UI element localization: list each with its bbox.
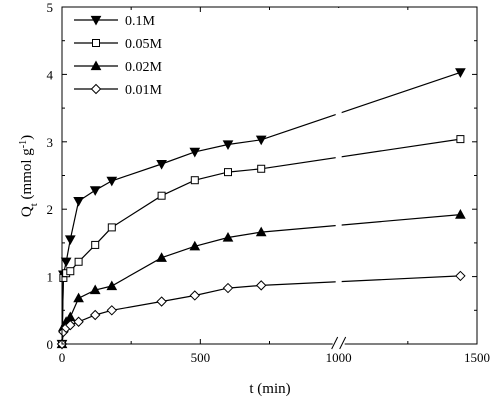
legend-label: 0.1M — [125, 14, 156, 29]
data-point — [189, 147, 201, 158]
data-point — [106, 305, 118, 316]
data-point — [106, 280, 118, 291]
x-axis-label: t (min) — [249, 381, 290, 397]
y-tick-label: 4 — [47, 67, 54, 82]
data-point — [255, 135, 267, 146]
data-point — [455, 209, 466, 219]
data-point — [455, 68, 466, 78]
data-point — [156, 252, 167, 262]
data-point — [190, 176, 199, 185]
data-point — [73, 197, 84, 207]
data-point — [89, 284, 101, 295]
series-line — [61, 71, 461, 345]
y-axis-label: Qt (mmol g-1) — [18, 135, 41, 217]
data-point — [222, 140, 234, 151]
data-point — [189, 290, 201, 301]
data-point — [156, 159, 167, 170]
data-point — [64, 311, 76, 322]
y-tick-label: 2 — [47, 202, 54, 217]
data-point — [92, 39, 100, 47]
data-point — [456, 135, 465, 144]
data-point — [222, 282, 234, 294]
data-point — [89, 309, 101, 321]
data-point — [255, 226, 267, 237]
x-tick-label: 1500 — [464, 350, 490, 365]
data-point — [157, 191, 166, 200]
x-tick-label: 1000 — [326, 350, 352, 365]
data-point — [73, 316, 84, 327]
data-point — [156, 296, 167, 307]
break-gap — [335, 8, 342, 343]
legend-label: 0.01M — [125, 83, 163, 98]
data-point — [257, 164, 266, 173]
data-point — [255, 280, 267, 291]
data-point — [60, 257, 72, 268]
data-point — [74, 257, 83, 266]
axis-break — [331, 8, 347, 350]
data-point — [90, 15, 102, 26]
data-point — [224, 168, 232, 177]
y-tick-label: 0 — [47, 337, 54, 352]
data-point — [73, 292, 84, 303]
legend-label: 0.05M — [125, 37, 163, 52]
data-point — [90, 60, 102, 71]
x-tick-label: 500 — [191, 350, 211, 365]
break-mark — [331, 336, 339, 350]
data-point — [89, 186, 101, 196]
y-tick-label: 1 — [47, 270, 54, 285]
data-point — [91, 240, 100, 249]
x-tick-label: 0 — [59, 350, 66, 365]
y-tick-label: 3 — [47, 135, 54, 150]
data-point — [455, 270, 466, 282]
plot-frame — [61, 6, 478, 345]
data-point — [64, 235, 76, 246]
data-point — [107, 223, 116, 232]
break-axis-gap — [332, 342, 345, 346]
series-layer — [56, 68, 466, 350]
data-point — [106, 176, 118, 187]
legend: 0.1M 0.05M 0.02M 0.01M — [74, 14, 163, 98]
series — [56, 68, 466, 350]
data-point — [66, 267, 75, 276]
data-point — [65, 319, 76, 331]
ticks-layer: 0 1 2 3 4 5 0 500 1000 1500 — [47, 0, 491, 365]
break-mark — [339, 336, 347, 350]
legend-label: 0.02M — [125, 60, 163, 75]
data-point — [90, 83, 102, 95]
series — [58, 135, 465, 348]
data-point — [189, 240, 201, 251]
data-point — [222, 231, 234, 242]
y-tick-label: 5 — [47, 0, 54, 15]
series — [56, 270, 466, 350]
